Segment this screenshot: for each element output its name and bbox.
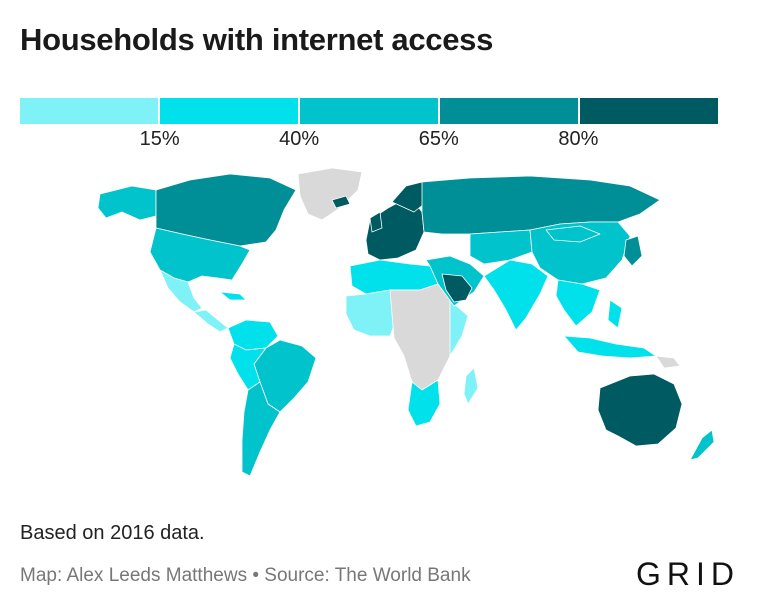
legend-tick-label: 65% xyxy=(418,128,459,150)
caribbean xyxy=(219,291,247,301)
southern-cone xyxy=(241,381,281,477)
legend-bin-1 xyxy=(20,98,160,124)
madagascar xyxy=(463,367,479,405)
alaska xyxy=(97,185,157,221)
australia xyxy=(597,373,683,447)
uk xyxy=(369,211,383,233)
southeast-asia xyxy=(555,279,601,327)
saudi-arabia xyxy=(441,273,473,303)
southern-africa xyxy=(407,379,441,427)
legend-bins xyxy=(20,98,718,124)
grid-logo: GRID xyxy=(636,556,740,592)
new-zealand xyxy=(689,429,715,461)
central-america xyxy=(193,309,229,333)
source-credit: Map: Alex Leeds Matthews • Source: The W… xyxy=(20,565,471,586)
iceland xyxy=(331,195,351,209)
mongolia xyxy=(545,225,601,243)
central-asia xyxy=(469,229,533,265)
map-title: Households with internet access xyxy=(20,22,494,57)
legend-bin-3 xyxy=(300,98,440,124)
central-africa xyxy=(389,283,459,391)
legend-tick-label: 40% xyxy=(279,128,320,150)
legend-tick-label: 80% xyxy=(558,128,599,150)
mexico xyxy=(159,269,203,313)
legend-ticks: 15% 40% 65% 80% xyxy=(20,124,718,154)
east-asia-islands xyxy=(623,235,643,267)
legend-bin-5 xyxy=(580,98,718,124)
east-africa xyxy=(449,299,469,357)
maritime-southeast-asia xyxy=(563,335,657,359)
world-map xyxy=(97,167,715,477)
greenland xyxy=(297,167,363,221)
west-africa xyxy=(345,289,401,337)
philippines xyxy=(607,299,623,329)
data-note: Based on 2016 data. xyxy=(20,522,205,544)
color-legend: 15% 40% 65% 80% xyxy=(20,98,718,150)
legend-bin-2 xyxy=(160,98,300,124)
south-asia xyxy=(483,259,549,331)
legend-tick-label: 15% xyxy=(139,128,180,150)
legend-bin-4 xyxy=(440,98,580,124)
russia xyxy=(421,175,661,235)
papua-new-guinea xyxy=(655,355,681,369)
